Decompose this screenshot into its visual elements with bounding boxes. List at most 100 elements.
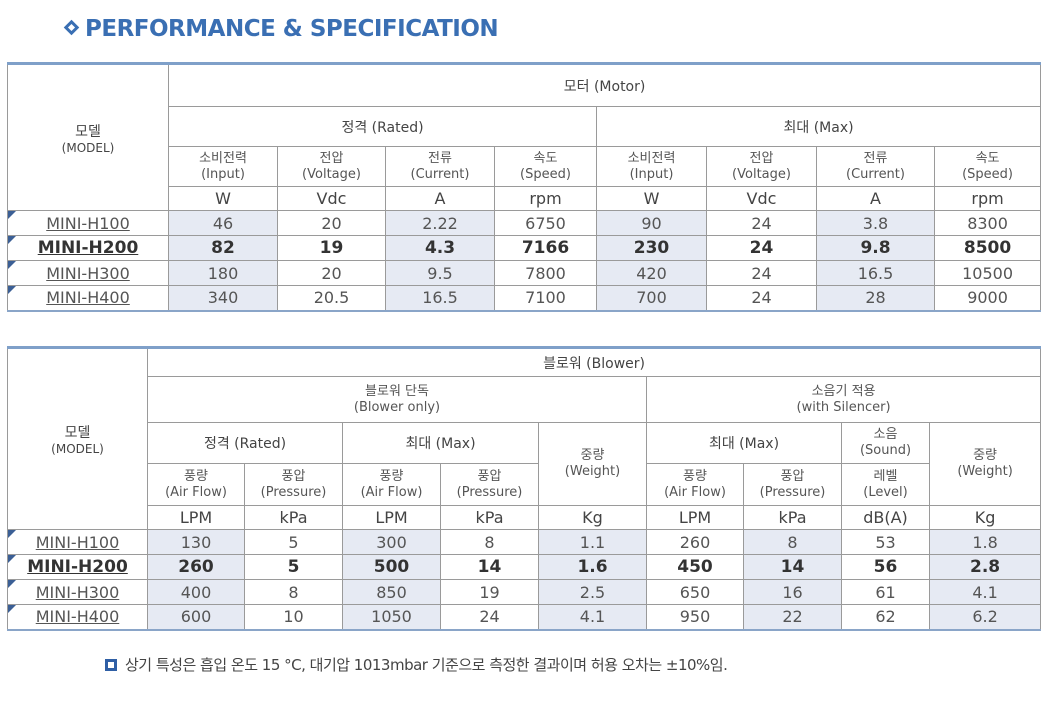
table-row: MINI-H200 260 5 500 14 1.6 450 14 56 2.8	[7, 554, 1042, 580]
blower-only-ko: 블로워 단독	[365, 383, 429, 399]
corner-marker-icon	[8, 605, 16, 613]
model-header-en: (MODEL)	[61, 140, 115, 155]
unit-cell: Kg	[538, 505, 647, 530]
column-header-ko: 소비전력	[627, 150, 676, 166]
column-header-en: (Current)	[410, 166, 470, 182]
value-cell: 8	[244, 579, 343, 605]
value-cell: 2.22	[385, 210, 495, 236]
value-cell: 19	[277, 235, 386, 261]
value-cell: 4.1	[928, 579, 1042, 605]
value-cell: 850	[342, 579, 441, 605]
model-cell[interactable]: MINI-H200	[7, 235, 169, 261]
column-header: 풍량 (Air Flow)	[342, 463, 441, 506]
value-cell: 300	[342, 529, 441, 555]
value-cell: 180	[168, 260, 278, 286]
column-header: 풍량 (Air Flow)	[646, 463, 744, 506]
model-cell[interactable]: MINI-H100	[7, 529, 148, 555]
diamond-icon	[63, 19, 80, 36]
column-header-ko: 풍량	[683, 468, 707, 484]
column-header-en: (Voltage)	[302, 166, 361, 182]
value-cell: 9.8	[816, 235, 935, 261]
unit-cell: kPa	[743, 505, 842, 530]
model-cell[interactable]: MINI-H300	[7, 260, 169, 286]
value-cell: 3.8	[816, 210, 935, 236]
footnote: 상기 특성은 흡입 온도 15 °C, 대기압 1013mbar 기준으로 측정…	[105, 654, 728, 675]
column-header-en: (Level)	[863, 484, 908, 500]
value-cell: 16.5	[816, 260, 935, 286]
column-header-ko: 전류	[428, 150, 452, 166]
value-cell: 16	[743, 579, 842, 605]
model-name: MINI-H300	[46, 263, 130, 283]
column-header: 전류 (Current)	[816, 146, 935, 187]
value-cell: 2.5	[538, 579, 647, 605]
model-cell[interactable]: MINI-H200	[7, 554, 148, 580]
model-cell[interactable]: MINI-H400	[7, 285, 169, 311]
column-header-en: (Current)	[846, 166, 905, 182]
page-title: PERFORMANCE & SPECIFICATION	[63, 16, 499, 42]
blower-only-en: (Blower only)	[353, 399, 441, 415]
value-cell: 1.8	[928, 529, 1042, 555]
unit-cell: A	[816, 186, 935, 211]
value-cell: 10500	[933, 260, 1042, 286]
value-cell: 950	[646, 604, 744, 630]
corner-marker-icon	[8, 530, 16, 538]
corner-marker-icon	[8, 236, 16, 244]
corner-marker-icon	[8, 286, 16, 294]
value-cell: 24	[706, 210, 817, 236]
column-header-en: (Speed)	[962, 166, 1013, 182]
value-cell: 260	[147, 554, 245, 580]
max-header: 최대 (Max)	[342, 422, 539, 464]
value-cell: 10	[244, 604, 343, 630]
column-header-ko: 풍압	[780, 468, 805, 484]
column-header: 전류 (Current)	[385, 146, 495, 187]
value-cell: 6750	[494, 210, 597, 236]
model-name: MINI-H100	[46, 213, 130, 233]
column-header: 풍압 (Pressure)	[743, 463, 842, 506]
column-header-en: (Air Flow)	[360, 484, 423, 500]
table-row: MINI-H300 180 20 9.5 7800 420 24 16.5 10500	[7, 260, 1042, 286]
weight-ko: 중량	[973, 448, 998, 463]
unit-cell: kPa	[440, 505, 539, 530]
column-header-en: (Air Flow)	[664, 484, 726, 500]
column-header-en: (Speed)	[520, 166, 571, 182]
value-cell: 56	[841, 554, 930, 580]
value-cell: 6.2	[928, 604, 1042, 630]
value-cell: 20.5	[277, 285, 386, 311]
model-cell[interactable]: MINI-H400	[7, 604, 148, 630]
weight-header-2: 중량 (Weight)	[928, 422, 1042, 506]
value-cell: 7166	[494, 235, 597, 261]
column-header-ko: 레벨	[873, 468, 898, 484]
unit-cell: kPa	[244, 505, 343, 530]
table-row: MINI-H300 400 8 850 19 2.5 650 16 61 4.1	[7, 579, 1042, 605]
table-row: MINI-H100 130 5 300 8 1.1 260 8 53 1.8	[7, 529, 1042, 555]
weight-en: (Weight)	[957, 464, 1013, 479]
column-header-en: (Pressure)	[456, 484, 523, 500]
model-name: MINI-H200	[27, 557, 128, 577]
weight-en: (Weight)	[564, 464, 621, 479]
value-cell: 260	[646, 529, 744, 555]
column-header: 소비전력 (Input)	[596, 146, 707, 187]
column-header-ko: 전압	[319, 150, 344, 166]
value-cell: 340	[168, 285, 278, 311]
model-name: MINI-H200	[37, 238, 139, 258]
value-cell: 7100	[494, 285, 597, 311]
value-cell: 14	[440, 554, 539, 580]
model-cell[interactable]: MINI-H300	[7, 579, 148, 605]
model-name: MINI-H100	[35, 532, 120, 552]
model-cell[interactable]: MINI-H100	[7, 210, 169, 236]
column-header: 속도 (Speed)	[494, 146, 597, 187]
value-cell: 24	[440, 604, 539, 630]
unit-cell: LPM	[342, 505, 441, 530]
column-header: 속도 (Speed)	[933, 146, 1042, 187]
unit-cell: rpm	[494, 186, 597, 211]
column-header-en: (Pressure)	[260, 484, 327, 500]
corner-marker-icon	[8, 261, 16, 269]
silencer-ko: 소음기 적용	[811, 383, 876, 399]
blower-only-header: 블로워 단독 (Blower only)	[147, 376, 647, 423]
value-cell: 46	[168, 210, 278, 236]
value-cell: 90	[596, 210, 707, 236]
value-cell: 8300	[933, 210, 1042, 236]
corner-marker-icon	[8, 211, 16, 219]
model-header-en: (MODEL)	[51, 442, 104, 456]
value-cell: 53	[841, 529, 930, 555]
